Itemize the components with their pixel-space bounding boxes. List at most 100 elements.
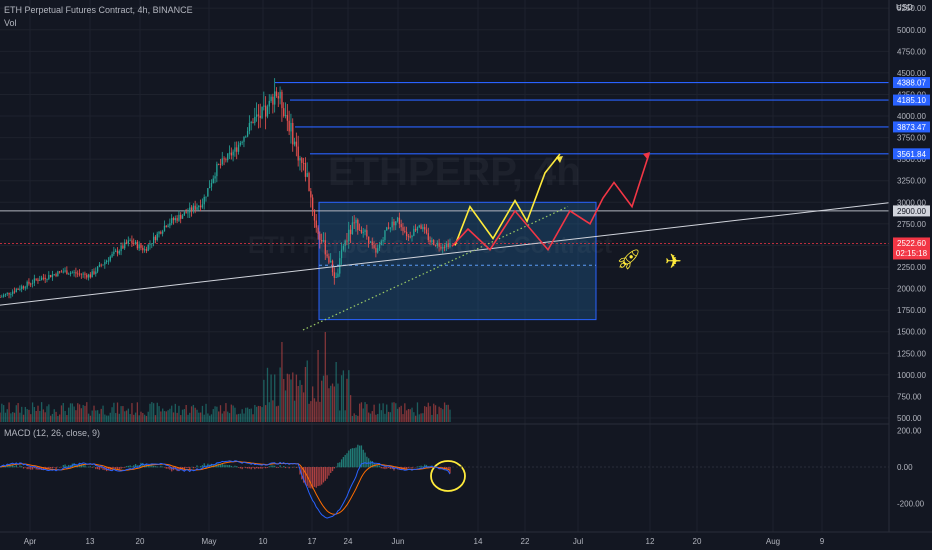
drawings[interactable] xyxy=(0,152,932,492)
x-tick-label: Jul xyxy=(573,537,583,546)
volume-bar xyxy=(284,390,287,422)
macd-histogram-bar xyxy=(40,467,43,470)
volume-bar xyxy=(12,412,14,422)
macd-histogram-bar xyxy=(8,465,10,468)
macd-histogram-bar xyxy=(344,454,346,468)
candle-body xyxy=(176,218,178,221)
macd-histogram-bar xyxy=(225,464,227,468)
volume-bar xyxy=(192,404,195,422)
macd-histogram-bar xyxy=(125,466,128,468)
volume-bar xyxy=(69,403,72,422)
volume-bar xyxy=(416,402,419,422)
rocket-icon[interactable]: 🚀︎ xyxy=(616,249,642,271)
macd-histogram-bar xyxy=(234,465,236,468)
y-tick-label: 4500.00 xyxy=(897,69,926,78)
volume-bar xyxy=(288,374,290,422)
macd-histogram-bar xyxy=(124,467,126,468)
macd-histogram-bar xyxy=(100,467,102,469)
macd-histogram-bar xyxy=(272,465,274,468)
macd-histogram-bar xyxy=(255,467,258,469)
macd-histogram-bar xyxy=(241,467,243,470)
candle-body xyxy=(171,218,173,224)
candle-body xyxy=(62,271,64,273)
candle-body xyxy=(223,158,225,160)
macd-histogram-bar xyxy=(19,465,21,468)
volume-bar xyxy=(243,413,245,422)
candle-body xyxy=(165,225,167,227)
candle-body xyxy=(48,275,50,280)
candle-body xyxy=(147,244,149,251)
range-box xyxy=(318,201,597,321)
volume-bar xyxy=(324,332,326,422)
volume-bar xyxy=(425,406,428,422)
volume-bar xyxy=(293,400,296,422)
volume-bar xyxy=(302,392,305,422)
volume-bar xyxy=(30,414,32,422)
candle-body xyxy=(351,222,354,235)
volume-bar xyxy=(427,402,429,422)
grid-lines xyxy=(0,0,889,532)
candle-body xyxy=(201,204,204,208)
macd-histogram-bar xyxy=(176,467,178,472)
volume-bar xyxy=(212,409,214,422)
candle-body xyxy=(91,271,93,278)
trendline xyxy=(0,197,932,306)
macd-histogram-bar xyxy=(59,467,61,468)
macd-histogram-bar xyxy=(75,464,77,468)
macd-histogram-bar xyxy=(149,465,151,468)
macd-histogram-bar xyxy=(116,467,119,470)
candle-body xyxy=(346,240,348,242)
volume-bar xyxy=(89,415,92,422)
currency-label[interactable]: USD xyxy=(896,3,913,12)
range-rectangle[interactable] xyxy=(318,201,597,321)
candle-body xyxy=(295,141,298,147)
volume-bar xyxy=(151,402,153,422)
candle-body xyxy=(95,271,97,274)
candle-body xyxy=(8,292,10,295)
macd-histogram-bar xyxy=(190,466,193,468)
candle-body xyxy=(26,281,28,288)
volume-bar xyxy=(143,414,146,422)
candle-body xyxy=(71,272,73,274)
candle-body xyxy=(172,218,175,221)
candle-body xyxy=(33,278,36,283)
candle-body xyxy=(237,144,240,152)
macd-histogram-bar xyxy=(22,467,25,469)
macd-histogram-bar xyxy=(404,467,406,470)
volume-bar xyxy=(292,372,294,422)
macd-histogram-bar xyxy=(246,467,249,469)
y-tick-label: 2250.00 xyxy=(897,263,926,272)
volume-bar xyxy=(156,402,158,422)
macd-histogram-bar xyxy=(131,466,133,468)
volume-bar xyxy=(241,409,243,422)
candle-body xyxy=(143,249,146,251)
volume-bar xyxy=(443,402,446,422)
x-tick-label: 20 xyxy=(693,537,702,546)
volume-bar xyxy=(207,413,209,422)
volume-bar xyxy=(447,404,449,422)
macd-histogram-bar xyxy=(447,467,449,471)
volume-bar xyxy=(306,360,308,422)
volume-bar xyxy=(134,412,137,422)
candle-body xyxy=(136,241,139,249)
volume-bar xyxy=(149,403,151,422)
macd-histogram-bar xyxy=(158,466,160,468)
candle-body xyxy=(113,251,115,255)
volume-bar xyxy=(142,412,144,422)
candle-body xyxy=(12,291,14,294)
macd-histogram-bar xyxy=(346,453,348,468)
candle-body xyxy=(306,173,308,177)
macd-histogram-bar xyxy=(375,464,377,468)
macd-histogram-bar xyxy=(411,467,413,469)
macd-histogram-bar xyxy=(445,467,448,470)
volume-bar xyxy=(236,414,238,422)
macd-histogram-bar xyxy=(134,464,137,468)
volume-bar xyxy=(102,405,104,422)
macd-histogram-bar xyxy=(227,465,229,468)
macd-histogram-bar xyxy=(167,467,169,469)
macd-histogram-bar xyxy=(266,467,269,468)
airplane-icon[interactable]: ✈︎ xyxy=(665,251,682,273)
price-tag-text: 4388.07 xyxy=(897,79,926,88)
horizontal-levels[interactable] xyxy=(0,81,889,244)
